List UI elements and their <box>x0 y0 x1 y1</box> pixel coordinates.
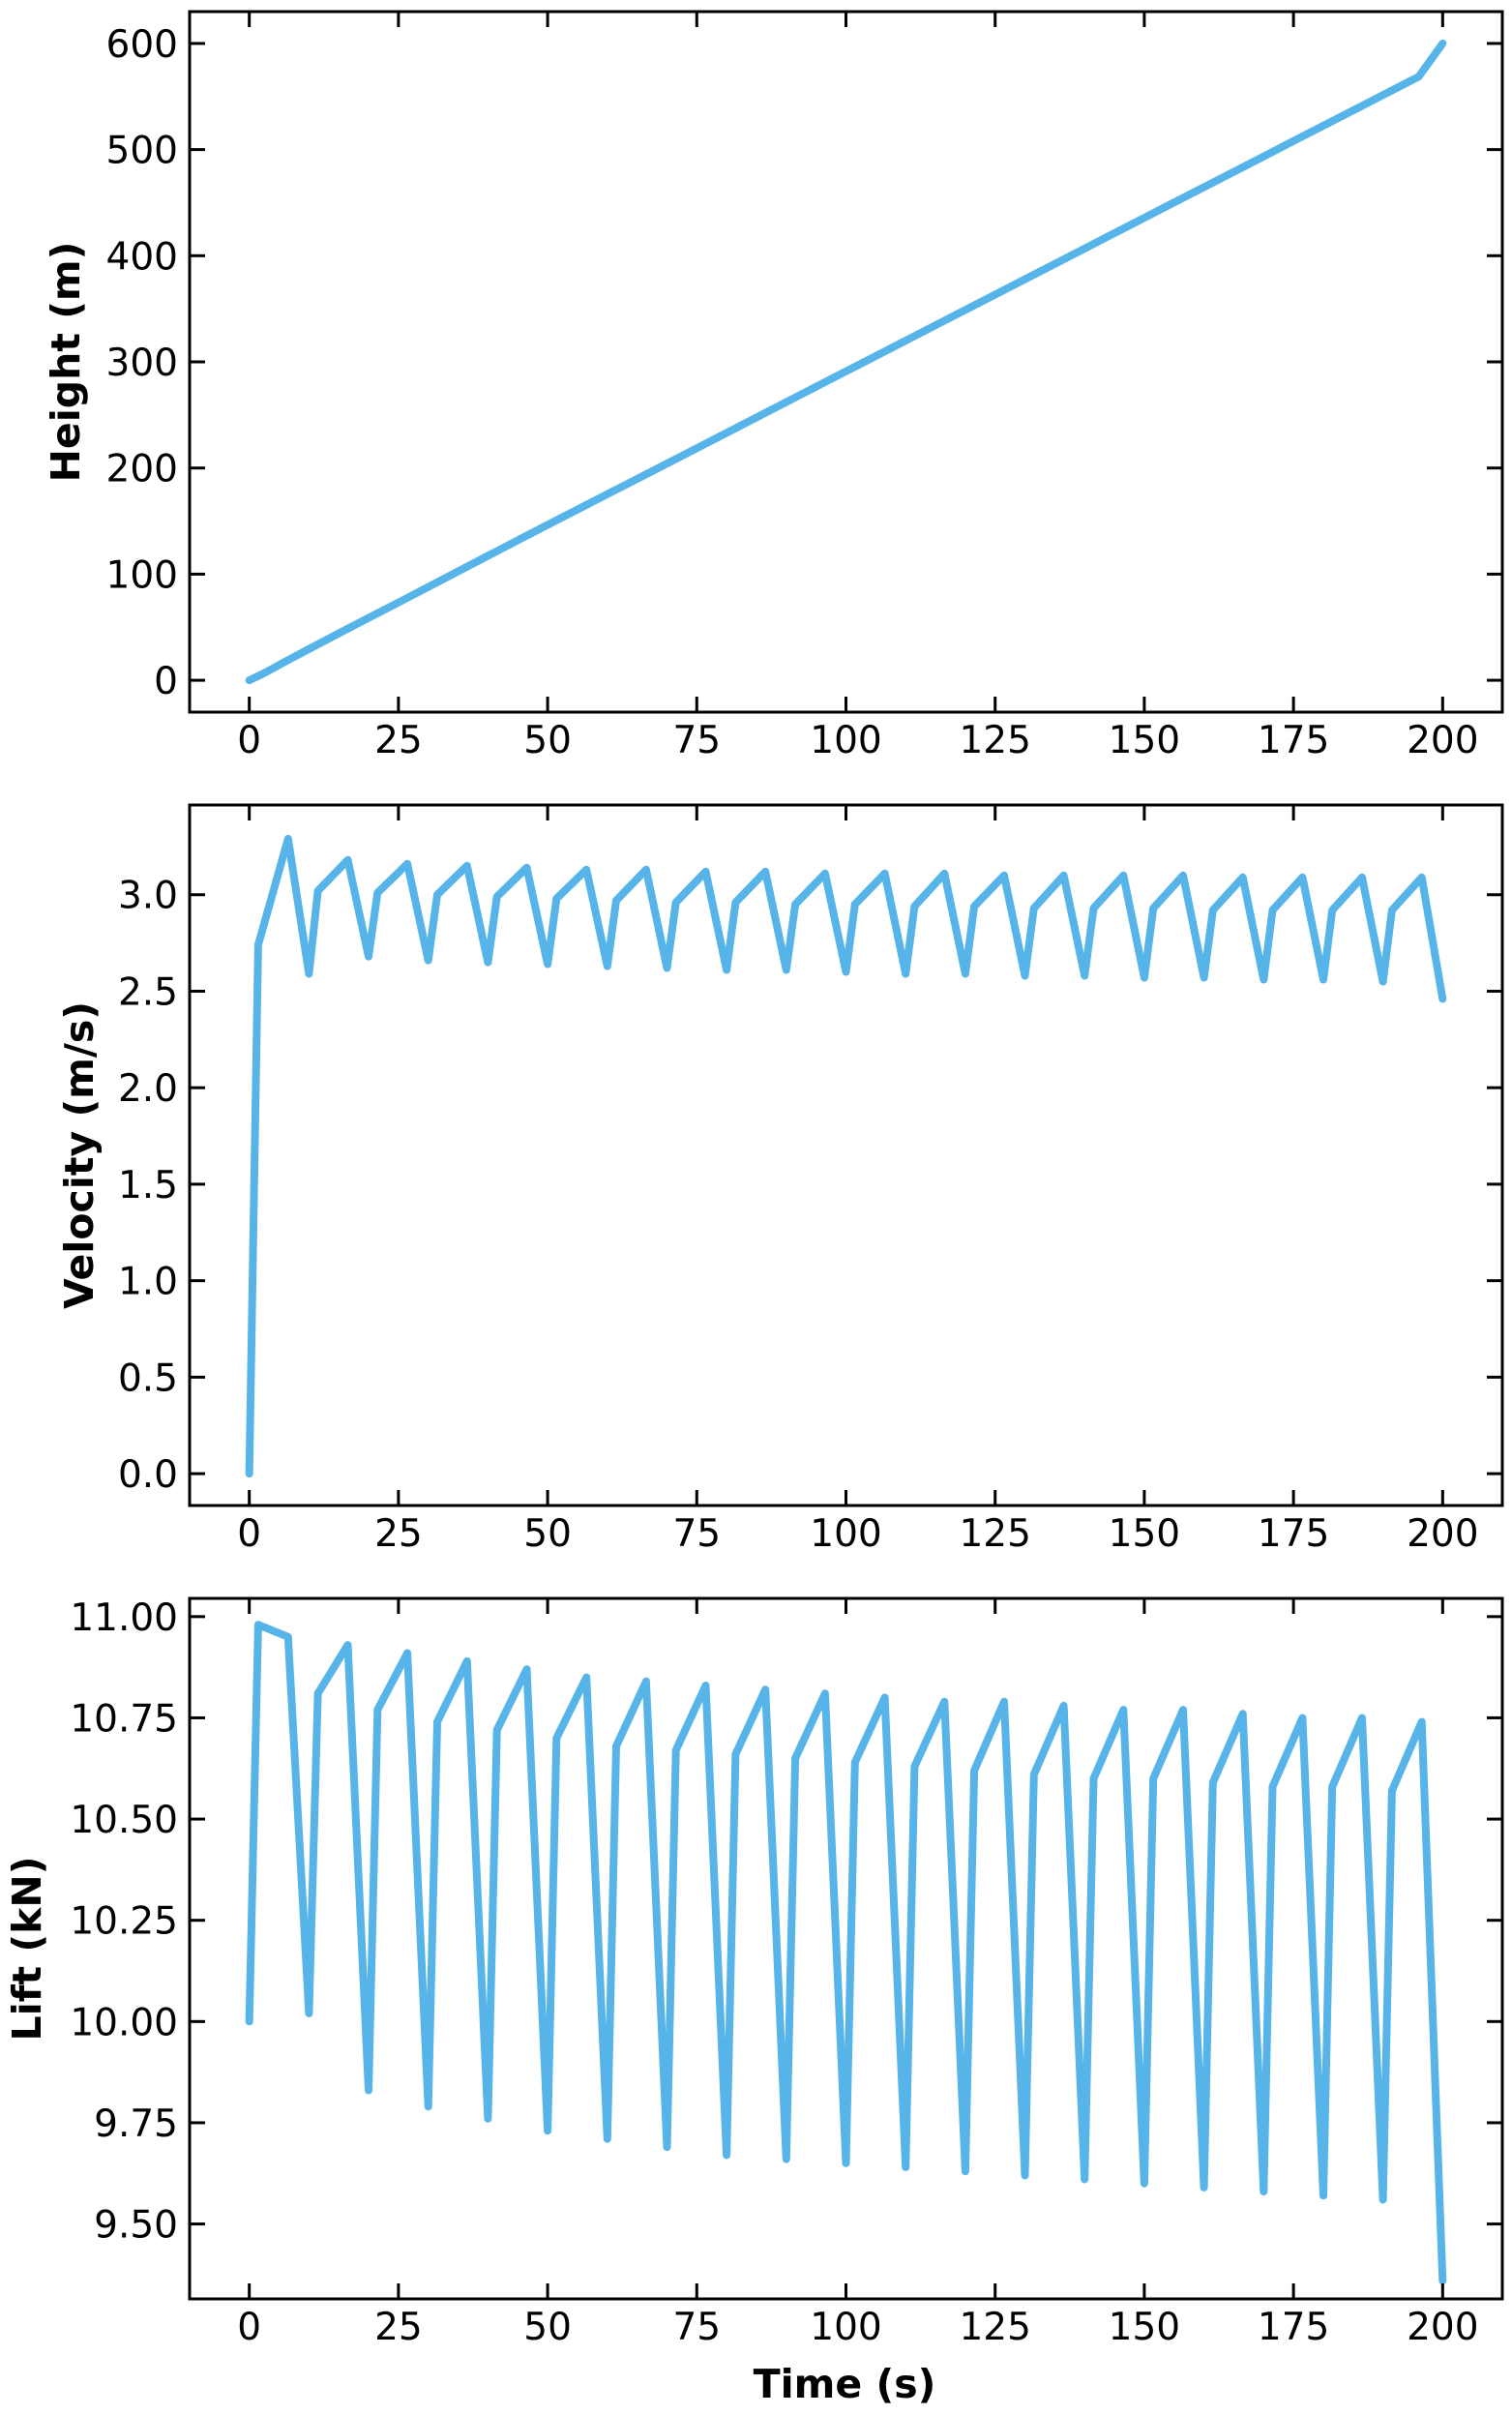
height-y-tick-label: 0 <box>154 660 178 703</box>
height-x-tick-label: 25 <box>374 719 423 762</box>
height-y-tick-label: 600 <box>106 23 178 67</box>
height-y-tick-label: 500 <box>106 130 178 173</box>
velocity-x-tick-label: 50 <box>523 1512 572 1556</box>
velocity-x-tick-label: 75 <box>672 1512 721 1556</box>
height-y-tick-label: 400 <box>106 235 178 279</box>
lift-x-tick-label: 50 <box>523 2306 572 2349</box>
lift-y-tick-label: 10.75 <box>70 1697 178 1741</box>
lift-series-line <box>245 1621 1447 2285</box>
lift-y-tick-label: 9.75 <box>94 2102 178 2146</box>
lift-x-tick-label: 150 <box>1109 2306 1180 2349</box>
lift-x-tick-label: 0 <box>237 2306 261 2349</box>
lift-y-tick-label: 9.50 <box>94 2204 178 2248</box>
velocity-x-tick-label: 150 <box>1109 1512 1180 1556</box>
velocity-y-tick-label: 3.0 <box>118 875 178 918</box>
velocity-y-tick-label: 1.0 <box>118 1261 178 1304</box>
velocity-y-axis-label: Velocity (m/s) <box>56 1001 103 1309</box>
height-panel: 0 25 50 75 100 125 150 175 200 0 100 200 300 400 500 60… <box>43 10 1504 762</box>
height-x-tick-label: 175 <box>1258 719 1329 762</box>
velocity-y-tick-label: 2.5 <box>118 970 178 1014</box>
velocity-x-tick-label: 0 <box>237 1512 261 1556</box>
lift-y-axis-label: Lift (kN) <box>4 1857 50 2042</box>
height-x-tick-label: 50 <box>523 719 572 762</box>
velocity-x-tick-label: 200 <box>1407 1512 1478 1556</box>
lift-panel: 0 25 50 75 100 125 150 175 200 9.50 9.75 10.00 10.25… <box>4 1596 1504 2349</box>
velocity-x-tick-label: 175 <box>1258 1512 1329 1556</box>
velocity-y-tick-label: 2.0 <box>118 1067 178 1111</box>
height-x-tick-label: 75 <box>672 719 721 762</box>
height-y-tick-label: 300 <box>106 342 178 385</box>
velocity-y-tick-label: 0.0 <box>118 1453 178 1497</box>
lift-axes-frame <box>188 1596 1504 2301</box>
height-x-tick-label: 0 <box>237 719 261 762</box>
lift-x-tick-label: 75 <box>672 2306 721 2349</box>
lift-x-tick-label: 25 <box>374 2306 423 2349</box>
height-y-axis-label: Height (m) <box>43 242 89 483</box>
lift-y-tick-label: 10.00 <box>70 2001 178 2044</box>
velocity-y-tick-label: 1.5 <box>118 1164 178 1208</box>
velocity-panel: 0 25 50 75 100 125 150 175 200 0.0 0.5 1.0 1.5 2.0 2.5… <box>56 803 1504 1556</box>
lift-y-tick-label: 11.00 <box>70 1596 178 1640</box>
velocity-x-tick-label: 125 <box>959 1512 1030 1556</box>
height-series-line <box>245 39 1447 685</box>
lift-x-tick-label: 100 <box>810 2306 881 2349</box>
height-y-tick-label: 200 <box>106 448 178 492</box>
lift-y-tick-label: 10.25 <box>70 1900 178 1944</box>
height-y-tick-label: 100 <box>106 553 178 597</box>
lift-x-tick-label: 125 <box>959 2306 1030 2349</box>
height-x-tick-label: 125 <box>959 719 1030 762</box>
velocity-y-tick-label: 0.5 <box>118 1357 178 1400</box>
lift-x-tick-label: 200 <box>1407 2306 1478 2349</box>
lift-y-tick-label: 10.50 <box>70 1799 178 1842</box>
height-x-tick-label: 200 <box>1407 719 1478 762</box>
velocity-x-tick-label: 100 <box>810 1512 881 1556</box>
lift-x-tick-label: 175 <box>1258 2306 1329 2349</box>
height-x-tick-label: 100 <box>810 719 881 762</box>
x-axis-label: Time (s) <box>754 2361 936 2407</box>
height-x-tick-label: 150 <box>1109 719 1180 762</box>
velocity-series-line <box>245 834 1447 1478</box>
velocity-x-tick-label: 25 <box>374 1512 423 1556</box>
